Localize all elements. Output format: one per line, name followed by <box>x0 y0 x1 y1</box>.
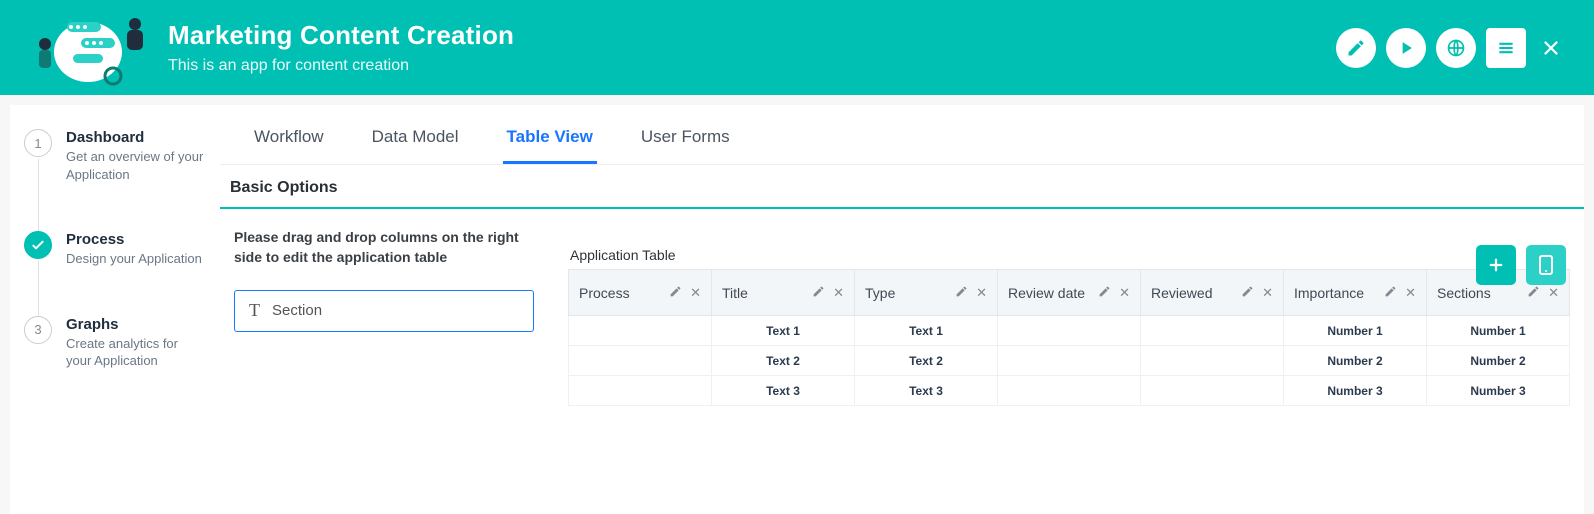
page-title: Marketing Content Creation <box>168 20 1336 51</box>
application-table: Process ✕ Title <box>568 269 1570 406</box>
wizard-step-process[interactable]: Process Design your Application <box>24 231 206 316</box>
wizard-step-graphs[interactable]: 3 Graphs Create analytics for your Appli… <box>24 316 206 370</box>
tab-user-forms[interactable]: User Forms <box>637 119 734 164</box>
close-button[interactable] <box>1536 28 1566 68</box>
globe-button[interactable] <box>1436 28 1476 68</box>
add-column-button[interactable] <box>1476 245 1516 285</box>
table-panel: Application Table Process ✕ <box>568 227 1570 406</box>
tab-data-model[interactable]: Data Model <box>368 119 463 164</box>
col-label: Review date <box>1008 285 1085 301</box>
drag-source-panel: Please drag and drop columns on the righ… <box>234 227 534 406</box>
cell: Number 2 <box>1427 346 1570 376</box>
drag-item-label: Section <box>272 302 322 319</box>
edit-button[interactable] <box>1336 28 1376 68</box>
col-importance[interactable]: Importance ✕ <box>1284 270 1427 316</box>
step-number: 1 <box>24 129 52 157</box>
cell <box>1141 346 1284 376</box>
table-row[interactable]: Text 1 Text 1 Number 1 Number 1 <box>569 316 1570 346</box>
cell <box>1141 376 1284 406</box>
table-row[interactable]: Text 3 Text 3 Number 3 Number 3 <box>569 376 1570 406</box>
cell <box>1141 316 1284 346</box>
cell: Number 1 <box>1284 316 1427 346</box>
step-title: Process <box>66 231 202 248</box>
remove-column-icon[interactable]: ✕ <box>1405 285 1416 301</box>
mobile-preview-button[interactable] <box>1526 245 1566 285</box>
col-label: Sections <box>1437 285 1491 301</box>
header-illustration <box>18 8 158 88</box>
cell <box>998 316 1141 346</box>
col-label: Title <box>722 285 748 301</box>
menu-button[interactable] <box>1486 28 1526 68</box>
main-panel: Workflow Data Model Table View User Form… <box>220 105 1584 514</box>
instruction-text: Please drag and drop columns on the righ… <box>234 227 534 268</box>
cell <box>998 346 1141 376</box>
table-actions <box>1476 245 1566 285</box>
col-process[interactable]: Process ✕ <box>569 270 712 316</box>
step-desc: Create analytics for your Application <box>66 335 206 370</box>
tabs: Workflow Data Model Table View User Form… <box>220 105 1584 165</box>
edit-column-icon[interactable] <box>955 285 968 301</box>
edit-column-icon[interactable] <box>1527 285 1540 301</box>
table-header-row: Process ✕ Title <box>569 270 1570 316</box>
col-label: Type <box>865 285 895 301</box>
remove-column-icon[interactable]: ✕ <box>833 285 844 301</box>
col-label: Reviewed <box>1151 285 1212 301</box>
remove-column-icon[interactable]: ✕ <box>690 285 701 301</box>
cell <box>569 376 712 406</box>
step-title: Dashboard <box>66 129 206 146</box>
step-number: 3 <box>24 316 52 344</box>
cell: Number 2 <box>1284 346 1427 376</box>
table-label: Application Table <box>570 247 1570 263</box>
col-title[interactable]: Title ✕ <box>712 270 855 316</box>
remove-column-icon[interactable]: ✕ <box>976 285 987 301</box>
draggable-section-field[interactable]: T Section <box>234 290 534 332</box>
edit-column-icon[interactable] <box>1098 285 1111 301</box>
cell: Number 1 <box>1427 316 1570 346</box>
header-actions <box>1336 28 1566 68</box>
section-title: Basic Options <box>220 165 1584 209</box>
cell: Text 2 <box>855 346 998 376</box>
step-desc: Design your Application <box>66 250 202 268</box>
cell <box>569 346 712 376</box>
header-text: Marketing Content Creation This is an ap… <box>168 20 1336 75</box>
col-reviewed[interactable]: Reviewed ✕ <box>1141 270 1284 316</box>
wizard-step-dashboard[interactable]: 1 Dashboard Get an overview of your Appl… <box>24 129 206 231</box>
edit-column-icon[interactable] <box>1384 285 1397 301</box>
cell: Text 2 <box>712 346 855 376</box>
cell: Text 1 <box>855 316 998 346</box>
cell: Text 1 <box>712 316 855 346</box>
cell <box>569 316 712 346</box>
step-check-icon <box>24 231 52 259</box>
wizard-sidebar: 1 Dashboard Get an overview of your Appl… <box>10 105 220 514</box>
cell: Text 3 <box>712 376 855 406</box>
app-header: Marketing Content Creation This is an ap… <box>0 0 1594 95</box>
col-label: Importance <box>1294 285 1364 301</box>
col-type[interactable]: Type ✕ <box>855 270 998 316</box>
page-subtitle: This is an app for content creation <box>168 57 1336 75</box>
tab-workflow[interactable]: Workflow <box>250 119 328 164</box>
edit-column-icon[interactable] <box>812 285 825 301</box>
remove-column-icon[interactable]: ✕ <box>1119 285 1130 301</box>
cell <box>998 376 1141 406</box>
step-title: Graphs <box>66 316 206 333</box>
text-type-icon: T <box>249 300 260 321</box>
remove-column-icon[interactable]: ✕ <box>1548 285 1559 301</box>
remove-column-icon[interactable]: ✕ <box>1262 285 1273 301</box>
cell: Text 3 <box>855 376 998 406</box>
col-label: Process <box>579 285 630 301</box>
cell: Number 3 <box>1284 376 1427 406</box>
cell: Number 3 <box>1427 376 1570 406</box>
col-review-date[interactable]: Review date ✕ <box>998 270 1141 316</box>
table-row[interactable]: Text 2 Text 2 Number 2 Number 2 <box>569 346 1570 376</box>
edit-column-icon[interactable] <box>1241 285 1254 301</box>
edit-column-icon[interactable] <box>669 285 682 301</box>
step-desc: Get an overview of your Application <box>66 148 206 183</box>
play-button[interactable] <box>1386 28 1426 68</box>
tab-table-view[interactable]: Table View <box>503 119 597 164</box>
